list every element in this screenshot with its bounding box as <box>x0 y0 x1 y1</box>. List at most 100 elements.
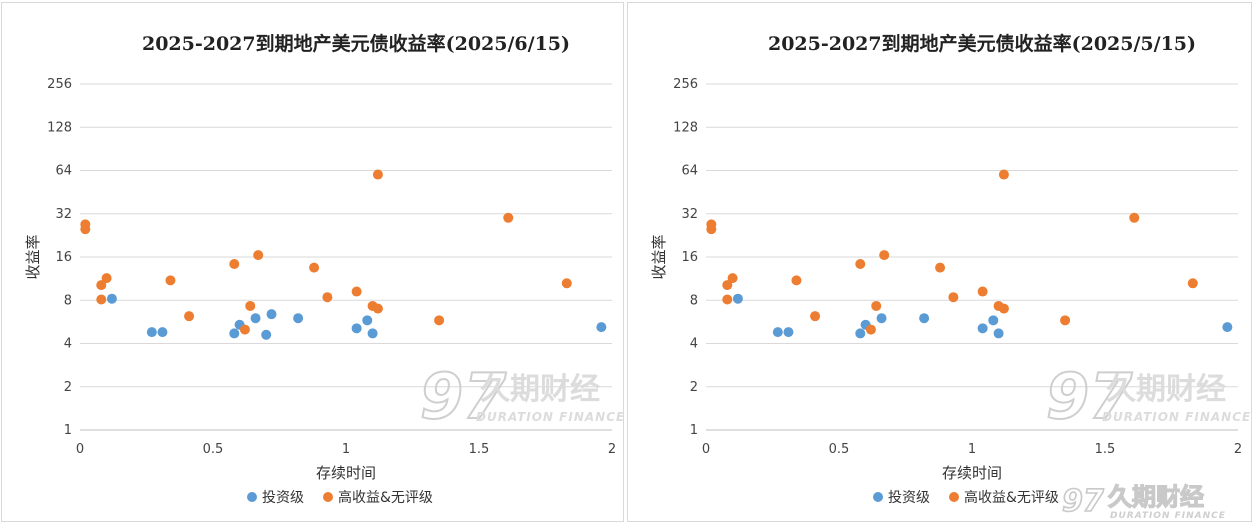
high-yield-point-7 <box>229 259 240 270</box>
y-tick-label-32: 32 <box>55 207 72 222</box>
y-tick-label-16: 16 <box>55 250 72 265</box>
investment-grade-point-3 <box>855 328 866 339</box>
legend-label-high-yield: 高收益&无评级 <box>964 489 1059 506</box>
high-yield-point-1 <box>80 224 91 235</box>
high-yield-point-6 <box>810 311 821 322</box>
investment-grade-point-1 <box>772 327 783 338</box>
x-tick-label-2: 2 <box>1234 442 1242 457</box>
chart-title: 2025-2027到期地产美元债收益率(2025/6/15) <box>142 32 570 55</box>
y-axis-label: 收益率 <box>24 234 42 279</box>
investment-grade-point-7 <box>977 323 988 334</box>
x-tick-label-0.5: 0.5 <box>203 442 224 457</box>
scatter-chart-right: 2025-2027到期地产美元债收益率(2025/5/15) 1 2 4 8 16 32 64… <box>650 32 1251 506</box>
watermark-en: DURATION FINANCE <box>476 410 625 424</box>
y-axis-label: 收益率 <box>650 234 668 279</box>
y-tick-label-8: 8 <box>690 293 698 308</box>
high-yield-point-12 <box>322 292 333 303</box>
high-yield-point-13 <box>977 286 988 297</box>
investment-grade-point-11 <box>367 328 378 339</box>
y-tick-label-4: 4 <box>64 337 72 352</box>
legend-label-high-yield: 高收益&无评级 <box>338 489 433 506</box>
high-yield-point-4 <box>727 273 738 284</box>
watermark-glyph: 97 <box>1046 360 1133 433</box>
high-yield-point-5 <box>165 275 176 286</box>
investment-grade-point-0 <box>106 293 117 304</box>
x-tick-label-1: 1 <box>968 442 976 457</box>
high-yield-point-19 <box>1187 278 1198 289</box>
y-tick-label-32: 32 <box>681 207 698 222</box>
investment-grade-point-2 <box>157 327 168 338</box>
x-axis-label: 存续时间 <box>942 464 1002 482</box>
high-yield-point-9 <box>245 300 256 311</box>
high-yield-point-18 <box>1129 212 1140 223</box>
high-yield-point-12 <box>948 292 959 303</box>
chart-panel-left: 2025-2027到期地产美元债收益率(2025/6/15) 1 2 4 8 16 32 64… <box>1 2 624 522</box>
y-tick-label-128: 128 <box>673 120 698 135</box>
high-yield-point-18 <box>503 212 514 223</box>
y-tick-label-2: 2 <box>64 380 72 395</box>
high-yield-point-7 <box>855 259 866 270</box>
high-yield-point-17 <box>1060 315 1071 326</box>
investment-grade-point-10 <box>1222 322 1233 333</box>
chart-panel-right: 2025-2027到期地产美元债收益率(2025/5/15) 1 2 4 8 16 32 64… <box>627 2 1252 522</box>
x-axis-label: 存续时间 <box>316 464 376 482</box>
investment-grade-point-1 <box>146 327 157 338</box>
investment-grade-point-12 <box>596 322 607 333</box>
watermark-cn: 久期财经 <box>1106 372 1226 407</box>
high-yield-point-2 <box>96 280 107 291</box>
high-yield-point-10 <box>879 250 890 261</box>
high-yield-point-2 <box>722 280 733 291</box>
y-tick-label-1: 1 <box>64 423 72 438</box>
high-yield-point-4 <box>101 273 112 284</box>
x-tick-label-0: 0 <box>76 442 84 457</box>
x-tick-label-1: 1 <box>342 442 350 457</box>
legend-label-investment-grade: 投资级 <box>888 490 930 506</box>
legend: 投资级 高收益&无评级 <box>247 489 433 506</box>
high-yield-point-15 <box>372 303 383 314</box>
legend-marker-high-yield <box>323 492 333 502</box>
x-tick-label-0: 0 <box>702 442 710 457</box>
high-yield-point-13 <box>351 286 362 297</box>
watermark-en: DURATION FINANCE <box>1102 410 1251 424</box>
high-yield-point-8 <box>865 324 876 335</box>
high-yield-point-16 <box>998 169 1009 180</box>
high-yield-point-3 <box>96 294 107 305</box>
investment-grade-point-3 <box>229 328 240 339</box>
high-yield-point-15 <box>998 303 1009 314</box>
y-tick-label-8: 8 <box>64 293 72 308</box>
investment-grade-point-9 <box>351 323 362 334</box>
y-tick-label-16: 16 <box>681 250 698 265</box>
high-yield-point-16 <box>372 169 383 180</box>
high-yield-point-19 <box>561 278 572 289</box>
x-tick-label-1.5: 1.5 <box>1095 442 1116 457</box>
high-yield-point-8 <box>239 324 250 335</box>
corner-logo-cn: 久期财经 <box>1108 483 1204 511</box>
y-tick-label-64: 64 <box>55 164 72 179</box>
x-tick-label-1.5: 1.5 <box>469 442 490 457</box>
watermark-glyph: 97 <box>420 360 507 433</box>
high-yield-point-11 <box>309 262 320 273</box>
x-tick-label-0.5: 0.5 <box>829 442 850 457</box>
legend-marker-investment-grade <box>247 492 257 502</box>
investment-grade-point-2 <box>783 327 794 338</box>
investment-grade-point-0 <box>732 293 743 304</box>
watermark-cn: 久期财经 <box>480 372 600 407</box>
high-yield-point-9 <box>871 300 882 311</box>
x-tick-label-2: 2 <box>608 442 616 457</box>
high-yield-point-3 <box>722 294 733 305</box>
investment-grade-point-5 <box>250 313 261 324</box>
corner-logo-watermark: 97 久期财经 DURATION FINANCE <box>1061 482 1225 521</box>
legend-marker-high-yield <box>949 492 959 502</box>
high-yield-point-5 <box>791 275 802 286</box>
investment-grade-point-6 <box>261 329 272 340</box>
high-yield-point-10 <box>253 250 264 261</box>
y-tick-label-128: 128 <box>47 120 72 135</box>
corner-logo-glyph: 97 <box>1062 484 1104 519</box>
y-tick-label-256: 256 <box>47 77 72 92</box>
investment-grade-point-9 <box>993 328 1004 339</box>
legend: 投资级 高收益&无评级 <box>873 489 1059 506</box>
investment-grade-point-8 <box>988 315 999 326</box>
chart-title: 2025-2027到期地产美元债收益率(2025/5/15) <box>768 32 1196 55</box>
high-yield-point-11 <box>935 262 946 273</box>
legend-label-investment-grade: 投资级 <box>262 490 304 506</box>
